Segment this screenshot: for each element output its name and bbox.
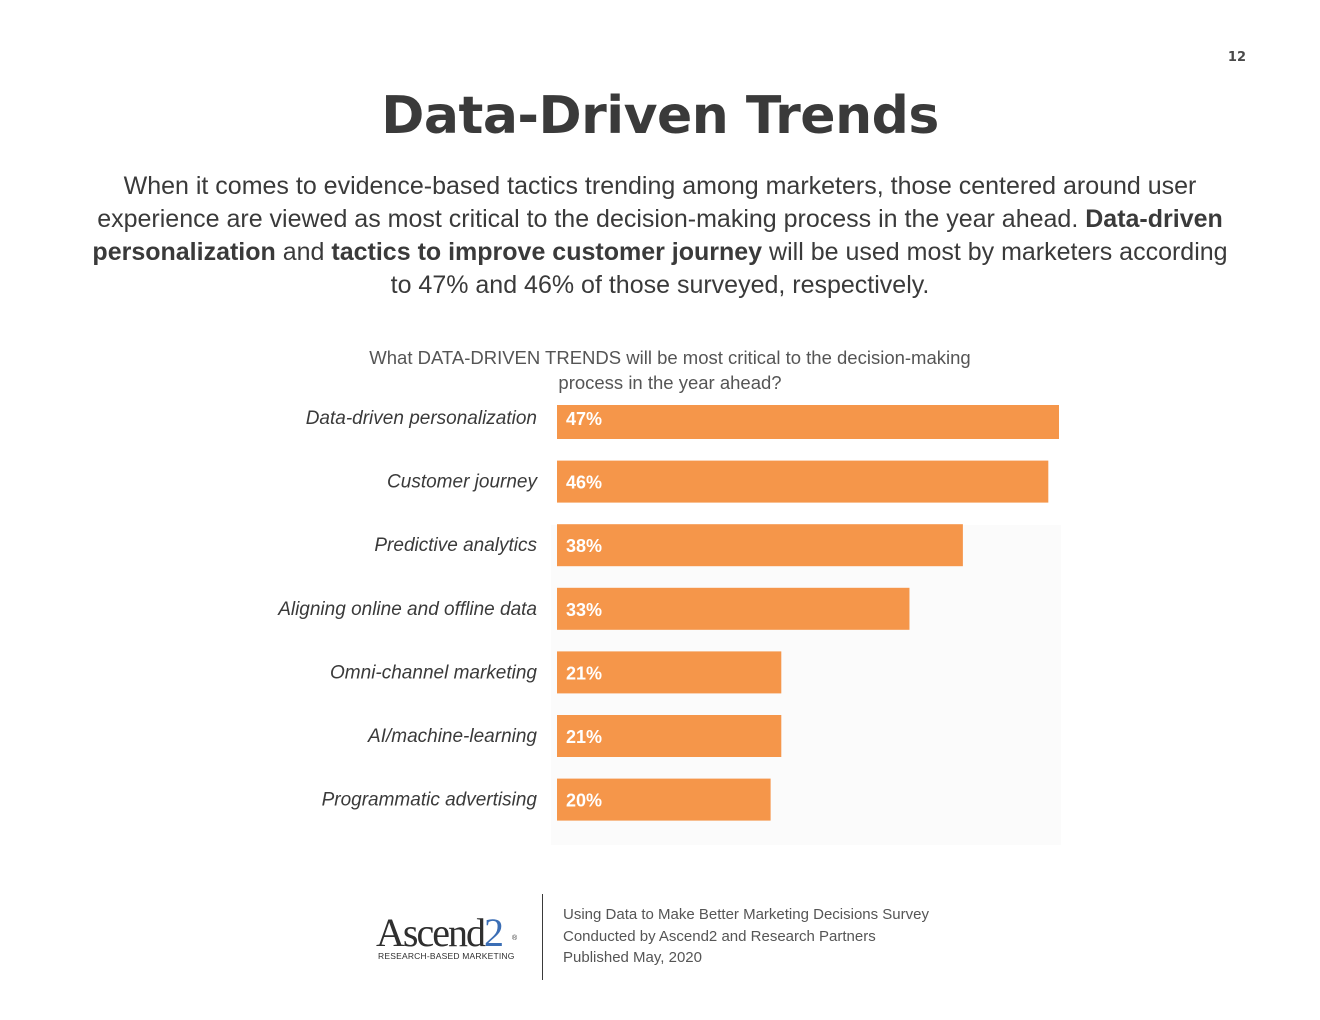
bar — [557, 524, 963, 567]
bar — [557, 587, 910, 630]
intro-text-2: and — [275, 238, 332, 266]
intro-bold-1: Data-driven personalization — [92, 205, 1223, 266]
data-label: 47% — [566, 409, 602, 429]
data-label: 21% — [566, 663, 602, 683]
data-label: 46% — [566, 473, 602, 493]
bar — [557, 778, 771, 821]
category-label: Aligning online and offline data — [277, 599, 537, 620]
bar — [557, 715, 782, 757]
category-label: Predictive analytics — [374, 535, 537, 556]
category-label: Data-driven personalization — [306, 408, 537, 429]
logo-registered-mark: ® — [512, 934, 518, 942]
survey-source: Using Data to Make Better Marketing Deci… — [563, 904, 929, 969]
page-title: Data-Driven Trends — [381, 86, 939, 146]
data-label: 38% — [566, 536, 602, 556]
logo-wordmark: Ascend2 — [376, 910, 502, 955]
bar — [557, 651, 782, 694]
data-label: 33% — [566, 600, 602, 620]
page-number: 12 — [1227, 50, 1246, 65]
bar-chart: 47% Data-driven personalization 46% Custome… — [277, 405, 1061, 845]
intro-text-3: will be used most by marketers according… — [390, 238, 1228, 299]
source-line-1: Using Data to Make Better Marketing Deci… — [563, 906, 929, 923]
bar — [557, 405, 1059, 439]
data-label: 20% — [566, 791, 602, 811]
chart-title: What DATA-DRIVEN TRENDS will be most cri… — [369, 347, 971, 393]
intro-bold-2: tactics to improve customer journey — [331, 238, 763, 266]
source-line-3: Published May, 2020 — [563, 949, 702, 966]
bar — [557, 460, 1049, 503]
category-label: Customer journey — [387, 472, 538, 493]
intro-paragraph: When it comes to evidence-based tactics … — [80, 170, 1240, 302]
logo-tagline: RESEARCH-BASED MARKETING — [378, 951, 515, 961]
source-line-2: Conducted by Ascend2 and Research Partne… — [563, 927, 876, 945]
data-label: 21% — [566, 727, 602, 747]
intro-text-1: When it comes to evidence-based tactics … — [97, 172, 1197, 233]
category-label: Omni-channel marketing — [330, 662, 537, 683]
footer-divider — [542, 894, 543, 980]
category-label: AI/machine-learning — [367, 726, 537, 747]
category-label: Programmatic advertising — [322, 790, 538, 811]
ascend2-logo: Ascend2 ® RESEARCH-BASED MARKETING — [372, 910, 524, 962]
